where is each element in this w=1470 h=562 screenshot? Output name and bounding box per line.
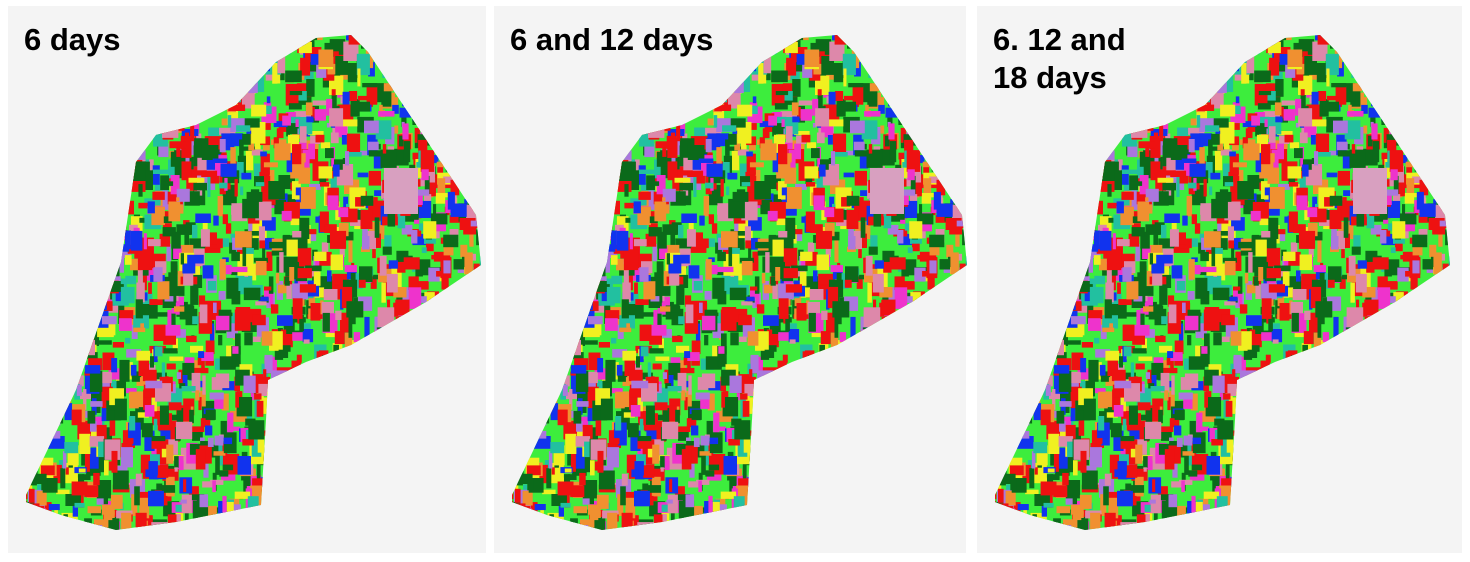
panel: 6 and 12 days [492, 0, 992, 560]
panel-label: 6 days [24, 22, 121, 57]
panel-label: 18 days [993, 60, 1107, 95]
panel-label: 6 and 12 days [510, 22, 713, 57]
panel-label: 6. 12 and [993, 22, 1126, 57]
panel: 6 days [6, 0, 506, 560]
